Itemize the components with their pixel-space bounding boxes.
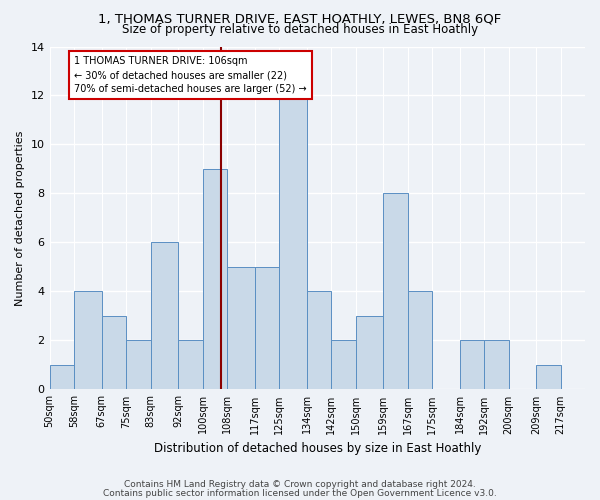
Y-axis label: Number of detached properties: Number of detached properties xyxy=(15,130,25,306)
Text: 1, THOMAS TURNER DRIVE, EAST HOATHLY, LEWES, BN8 6QF: 1, THOMAS TURNER DRIVE, EAST HOATHLY, LE… xyxy=(98,12,502,26)
Text: Contains public sector information licensed under the Open Government Licence v3: Contains public sector information licen… xyxy=(103,489,497,498)
Text: Size of property relative to detached houses in East Hoathly: Size of property relative to detached ho… xyxy=(122,22,478,36)
Bar xyxy=(484,340,509,390)
X-axis label: Distribution of detached houses by size in East Hoathly: Distribution of detached houses by size … xyxy=(154,442,481,455)
Bar xyxy=(151,242,178,390)
Bar xyxy=(383,194,407,390)
Bar xyxy=(227,267,254,390)
Bar xyxy=(50,365,74,390)
Bar xyxy=(203,169,227,390)
Bar xyxy=(307,292,331,390)
Bar xyxy=(178,340,203,390)
Bar xyxy=(279,96,307,390)
Text: Contains HM Land Registry data © Crown copyright and database right 2024.: Contains HM Land Registry data © Crown c… xyxy=(124,480,476,489)
Bar xyxy=(460,340,484,390)
Bar xyxy=(331,340,356,390)
Bar xyxy=(126,340,151,390)
Bar xyxy=(536,365,560,390)
Bar xyxy=(407,292,432,390)
Bar xyxy=(356,316,383,390)
Bar xyxy=(101,316,126,390)
Text: 1 THOMAS TURNER DRIVE: 106sqm
← 30% of detached houses are smaller (22)
70% of s: 1 THOMAS TURNER DRIVE: 106sqm ← 30% of d… xyxy=(74,56,307,94)
Bar xyxy=(254,267,279,390)
Bar xyxy=(74,292,101,390)
